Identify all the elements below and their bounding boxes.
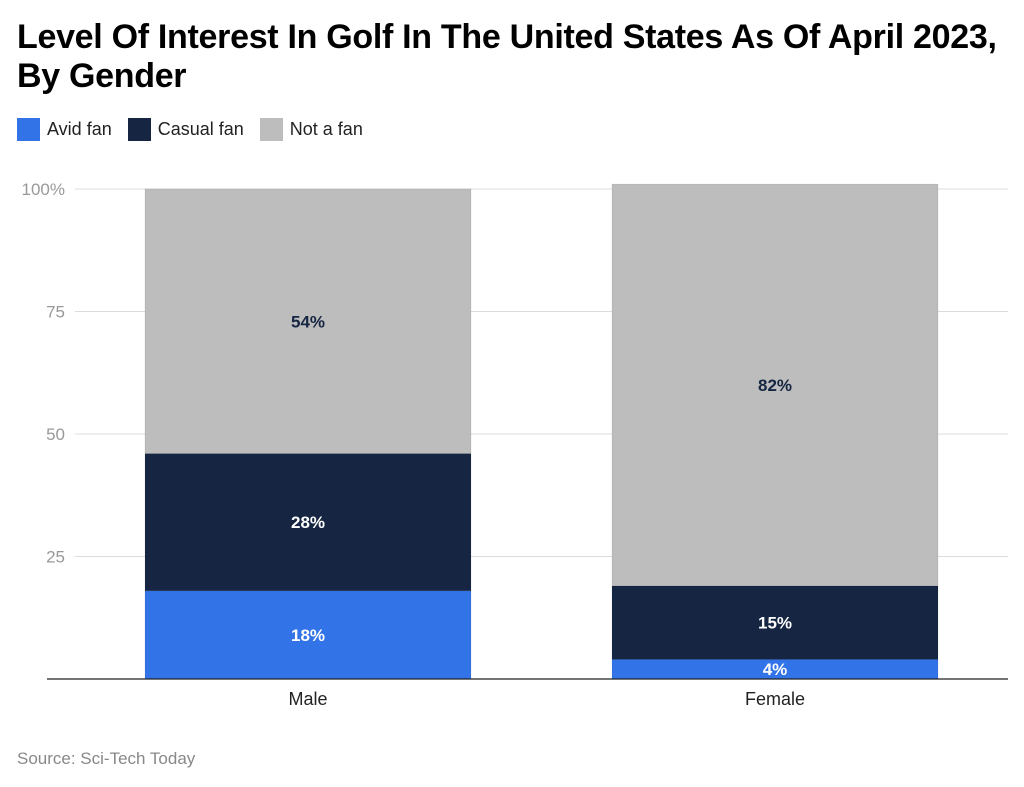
legend: Avid fan Casual fan Not a fan <box>17 118 363 141</box>
chart-title: Level Of Interest In Golf In The United … <box>17 18 997 95</box>
data-label: 82% <box>758 376 792 395</box>
source-note: Source: Sci-Tech Today <box>17 749 196 768</box>
legend-item-avid-fan[interactable]: Avid fan <box>17 118 112 141</box>
bar-segment <box>611 183 939 587</box>
data-label: 4% <box>763 660 788 679</box>
bar-segment <box>144 590 472 680</box>
legend-item-casual-fan[interactable]: Casual fan <box>127 118 244 141</box>
y-tick-label: 75 <box>46 303 65 322</box>
y-tick-label: 25 <box>46 548 65 567</box>
legend-swatch <box>259 118 283 141</box>
bar-segment <box>144 453 472 592</box>
data-label: 15% <box>758 614 792 633</box>
legend-item-not-a-fan[interactable]: Not a fan <box>259 118 363 141</box>
legend-swatch <box>17 118 40 141</box>
y-tick-label: 50 <box>46 425 65 444</box>
legend-label: Avid fan <box>47 119 112 139</box>
data-label: 54% <box>291 312 325 331</box>
bar-segment <box>144 188 472 454</box>
x-tick-label: Female <box>745 689 805 709</box>
data-label: 18% <box>291 626 325 645</box>
data-label: 28% <box>291 513 325 532</box>
legend-label: Casual fan <box>157 119 244 139</box>
y-tick-label: 100% <box>22 180 65 199</box>
legend-label: Not a fan <box>289 119 363 139</box>
bar-segment <box>611 585 939 660</box>
legend-swatch <box>127 118 151 141</box>
x-tick-label: Male <box>288 689 327 709</box>
